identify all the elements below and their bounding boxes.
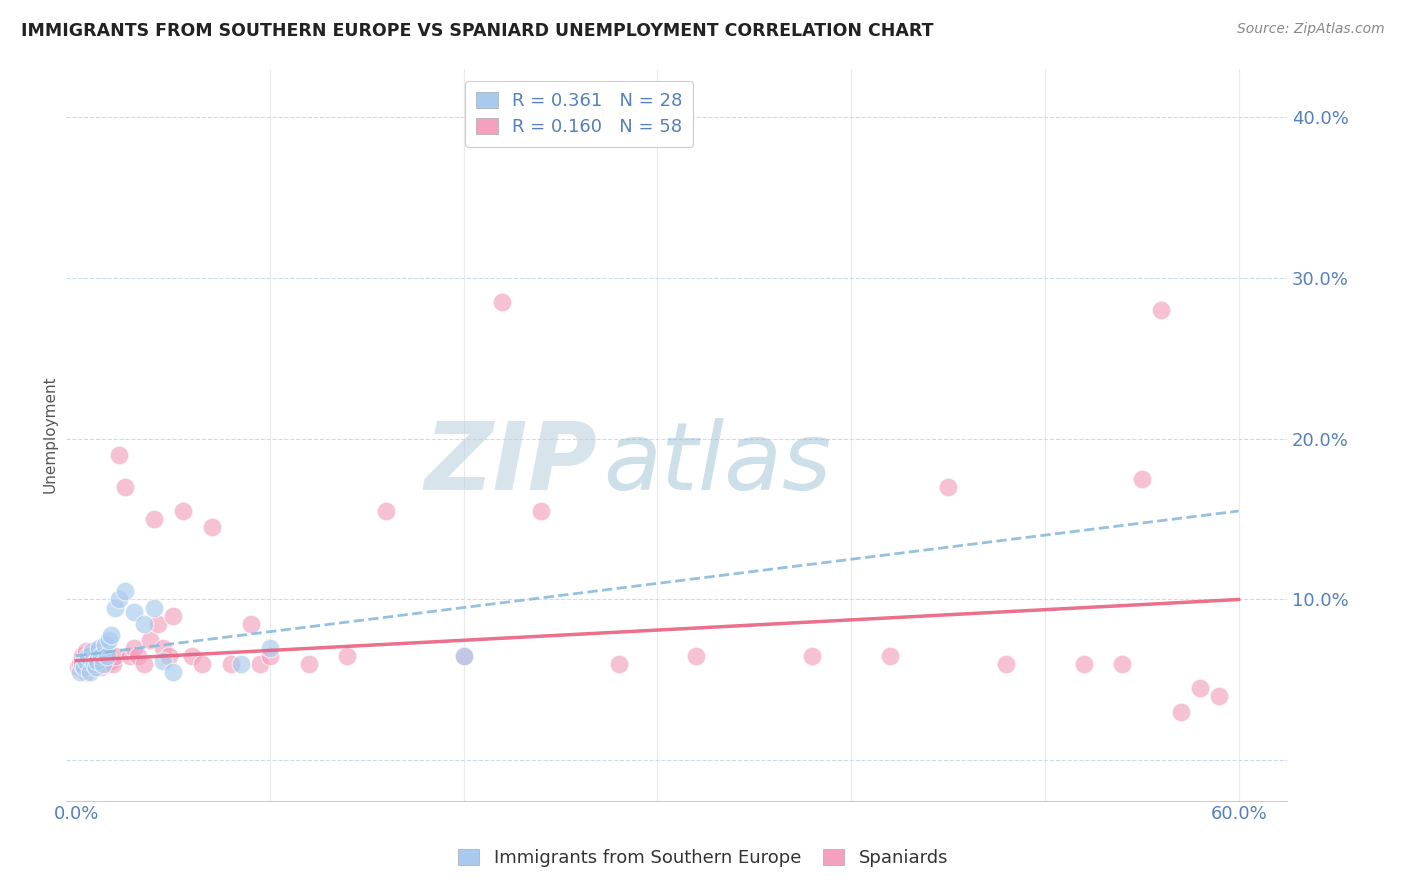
Point bbox=[90, 648, 112, 663]
Point bbox=[152, 640, 174, 655]
Point bbox=[104, 600, 127, 615]
Point bbox=[239, 616, 262, 631]
Point bbox=[801, 648, 824, 663]
Point bbox=[86, 648, 108, 663]
Point bbox=[152, 654, 174, 668]
Point bbox=[100, 628, 122, 642]
Point bbox=[201, 520, 224, 534]
Point bbox=[191, 657, 214, 671]
Point bbox=[219, 657, 242, 671]
Point bbox=[96, 648, 118, 663]
Point bbox=[69, 665, 91, 679]
Point bbox=[936, 480, 959, 494]
Point bbox=[79, 665, 101, 679]
Point bbox=[259, 648, 281, 663]
Point bbox=[107, 592, 129, 607]
Point bbox=[146, 616, 169, 631]
Point bbox=[453, 648, 475, 663]
Point bbox=[1073, 657, 1095, 671]
Point bbox=[84, 657, 107, 671]
Point bbox=[491, 294, 513, 309]
Point bbox=[172, 504, 194, 518]
Point bbox=[453, 648, 475, 663]
Point bbox=[67, 660, 90, 674]
Point bbox=[75, 644, 97, 658]
Point bbox=[1208, 689, 1230, 703]
Point bbox=[132, 616, 155, 631]
Point bbox=[80, 660, 103, 674]
Point bbox=[995, 657, 1018, 671]
Point bbox=[336, 648, 359, 663]
Point bbox=[94, 638, 117, 652]
Point bbox=[91, 657, 114, 671]
Point bbox=[107, 448, 129, 462]
Point bbox=[162, 608, 184, 623]
Point bbox=[157, 648, 180, 663]
Point bbox=[685, 648, 707, 663]
Point bbox=[181, 648, 204, 663]
Point bbox=[101, 657, 124, 671]
Point bbox=[132, 657, 155, 671]
Point bbox=[84, 660, 107, 674]
Point bbox=[70, 657, 93, 671]
Text: atlas: atlas bbox=[603, 418, 832, 509]
Text: Source: ZipAtlas.com: Source: ZipAtlas.com bbox=[1237, 22, 1385, 37]
Point bbox=[114, 480, 136, 494]
Point bbox=[139, 632, 162, 647]
Point bbox=[122, 606, 145, 620]
Point bbox=[80, 644, 103, 658]
Legend: R = 0.361   N = 28, R = 0.160   N = 58: R = 0.361 N = 28, R = 0.160 N = 58 bbox=[465, 81, 693, 146]
Point bbox=[114, 584, 136, 599]
Point bbox=[104, 648, 127, 663]
Point bbox=[249, 657, 271, 671]
Point bbox=[79, 648, 101, 663]
Point bbox=[530, 504, 553, 518]
Point bbox=[86, 654, 108, 668]
Point bbox=[73, 660, 96, 674]
Point bbox=[1188, 681, 1211, 695]
Point bbox=[298, 657, 321, 671]
Point bbox=[1111, 657, 1133, 671]
Point bbox=[375, 504, 398, 518]
Y-axis label: Unemployment: Unemployment bbox=[44, 376, 58, 493]
Legend: Immigrants from Southern Europe, Spaniards: Immigrants from Southern Europe, Spaniar… bbox=[450, 841, 956, 874]
Text: ZIP: ZIP bbox=[425, 417, 598, 510]
Point bbox=[162, 665, 184, 679]
Point bbox=[96, 657, 118, 671]
Point bbox=[142, 512, 165, 526]
Point bbox=[259, 640, 281, 655]
Point bbox=[1170, 705, 1192, 719]
Point bbox=[100, 654, 122, 668]
Point bbox=[75, 654, 97, 668]
Point bbox=[229, 657, 252, 671]
Point bbox=[89, 640, 111, 655]
Point bbox=[1150, 302, 1173, 317]
Text: IMMIGRANTS FROM SOUTHERN EUROPE VS SPANIARD UNEMPLOYMENT CORRELATION CHART: IMMIGRANTS FROM SOUTHERN EUROPE VS SPANI… bbox=[21, 22, 934, 40]
Point bbox=[76, 657, 98, 671]
Point bbox=[75, 665, 97, 679]
Point bbox=[879, 648, 901, 663]
Point bbox=[122, 640, 145, 655]
Point bbox=[1130, 472, 1153, 486]
Point bbox=[76, 648, 98, 663]
Point bbox=[69, 657, 91, 671]
Point bbox=[70, 648, 93, 663]
Point bbox=[120, 648, 142, 663]
Point bbox=[98, 632, 121, 647]
Point bbox=[90, 660, 112, 674]
Point bbox=[98, 648, 121, 663]
Point bbox=[91, 654, 114, 668]
Point bbox=[127, 648, 149, 663]
Point bbox=[89, 644, 111, 658]
Point bbox=[94, 657, 117, 671]
Point bbox=[83, 657, 105, 671]
Point bbox=[73, 654, 96, 668]
Point bbox=[83, 654, 105, 668]
Point bbox=[607, 657, 630, 671]
Point bbox=[142, 600, 165, 615]
